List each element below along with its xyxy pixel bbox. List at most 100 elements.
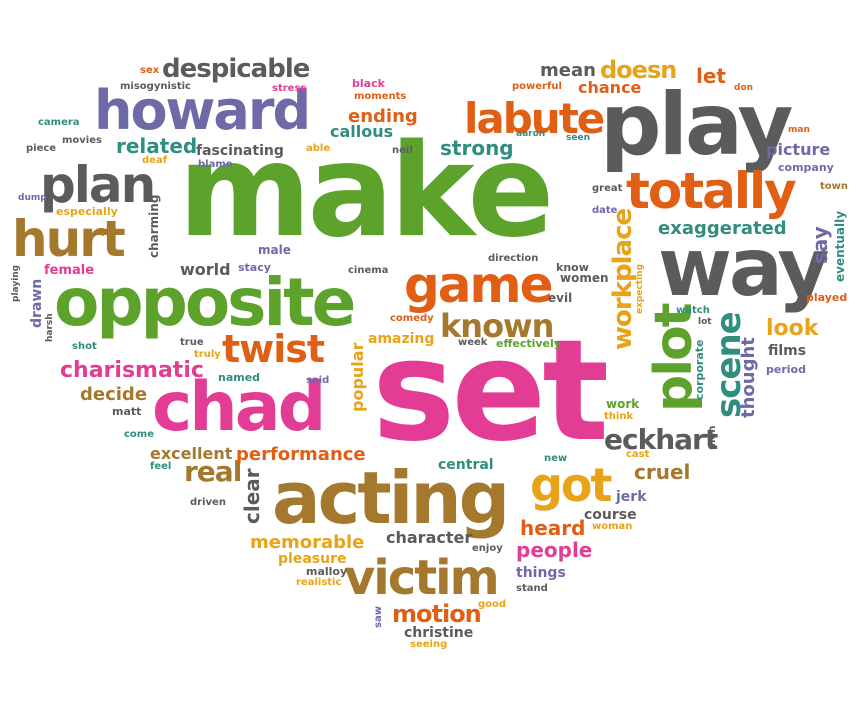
word-let: let	[696, 64, 726, 88]
word-callous: callous	[330, 122, 394, 141]
word-truly: truly	[194, 349, 221, 360]
word-excellent: excellent	[150, 444, 233, 463]
word-realistic: realistic	[296, 577, 342, 588]
word-people: people	[516, 538, 593, 562]
word-harsh: harsh	[45, 313, 55, 342]
word-exaggerated: exaggerated	[658, 218, 787, 239]
word-pleasure: pleasure	[278, 551, 347, 567]
word-watch: watch	[676, 305, 710, 316]
word-company: company	[778, 161, 834, 174]
word-decide: decide	[80, 384, 148, 405]
word-dump: dump	[18, 193, 47, 203]
word-labute: labute	[464, 94, 605, 143]
word-doesn: doesn	[600, 56, 677, 84]
word-game: game	[404, 256, 554, 314]
word-woman: woman	[592, 521, 633, 532]
word-totally: totally	[626, 162, 797, 220]
word-neil: neil	[392, 145, 413, 156]
word-period: period	[766, 363, 806, 376]
word-eckhart: eckhart	[604, 423, 718, 456]
word-misogynistic: misogynistic	[120, 81, 191, 92]
word-make: make	[178, 117, 554, 266]
word-look: look	[766, 316, 819, 341]
word-stand: stand	[516, 583, 548, 594]
word-strong: strong	[440, 136, 514, 160]
word-man: man	[788, 125, 810, 135]
word-female: female	[44, 263, 95, 278]
word-playing: playing	[11, 264, 21, 302]
word-women: women	[560, 271, 609, 285]
word-named: named	[218, 371, 261, 384]
word-movies: movies	[62, 135, 102, 146]
word-despicable: despicable	[162, 54, 310, 84]
word-able: able	[306, 143, 331, 154]
word-cast: cast	[626, 449, 650, 460]
word-course: course	[584, 507, 637, 523]
word-feel: feel	[150, 461, 172, 472]
word-charismatic: charismatic	[60, 358, 204, 383]
word-say: say	[808, 226, 832, 264]
word-films: films	[768, 343, 807, 359]
word-played: played	[806, 291, 848, 304]
word-charming: charming	[147, 194, 161, 258]
word-come: come	[124, 429, 154, 440]
word-driven: driven	[190, 497, 226, 508]
word-cruel: cruel	[634, 460, 691, 484]
word-way: way	[658, 221, 830, 314]
word-matt: matt	[112, 405, 142, 418]
word-howard: howard	[94, 79, 311, 142]
word-known: known	[440, 307, 554, 345]
word-clear: clear	[240, 468, 264, 524]
word-sex: sex	[140, 65, 160, 76]
word-men: men	[707, 425, 718, 450]
word-especially: especially	[56, 205, 118, 218]
word-seen: seen	[566, 133, 590, 143]
word-popular: popular	[348, 342, 367, 412]
word-amazing: amazing	[368, 331, 435, 347]
word-real: real	[184, 455, 242, 488]
word-male: male	[258, 243, 291, 257]
word-said: said	[306, 375, 330, 386]
word-fascinating: fascinating	[196, 143, 284, 159]
word-deaf: deaf	[142, 155, 168, 166]
word-seeing: seeing	[410, 639, 448, 650]
word-acting: acting	[272, 456, 510, 540]
word-blame: blame	[198, 159, 233, 170]
word-things: things	[516, 565, 566, 581]
word-lot: lot	[698, 317, 712, 327]
word-camera: camera	[38, 117, 80, 128]
word-stacy: stacy	[238, 261, 271, 274]
word-drawn: drawn	[29, 278, 45, 328]
word-shot: shot	[72, 341, 97, 352]
word-memorable: memorable	[250, 532, 365, 553]
word-opposite: opposite	[54, 264, 356, 341]
word-evil: evil	[548, 291, 573, 305]
word-powerful: powerful	[512, 81, 562, 92]
word-enjoy: enjoy	[472, 543, 503, 554]
word-direction: direction	[488, 253, 539, 264]
word-good: good	[478, 599, 507, 610]
word-workplace: workplace	[608, 208, 638, 350]
word-aaron: aaron	[516, 129, 546, 139]
word-thought: thought	[738, 337, 759, 418]
word-work: work	[606, 397, 640, 411]
word-expecting: expecting	[635, 263, 645, 314]
word-set: set	[372, 310, 609, 473]
word-town: town	[820, 181, 849, 192]
word-central: central	[438, 457, 494, 473]
word-new: new	[544, 453, 568, 464]
word-cinema: cinema	[348, 265, 389, 276]
word-malloy: malloy	[306, 565, 348, 578]
word-victim: victim	[344, 550, 500, 606]
word-chad: chad	[152, 368, 326, 447]
word-picture: picture	[766, 140, 831, 159]
word-great: great	[592, 183, 623, 194]
word-character: character	[386, 528, 473, 547]
word-true: true	[180, 337, 204, 348]
word-hurt: hurt	[12, 210, 126, 268]
word-stress: stress	[272, 83, 307, 94]
word-know: know	[556, 261, 589, 274]
word-jerk: jerk	[616, 489, 647, 505]
word-ending: ending	[348, 106, 418, 127]
